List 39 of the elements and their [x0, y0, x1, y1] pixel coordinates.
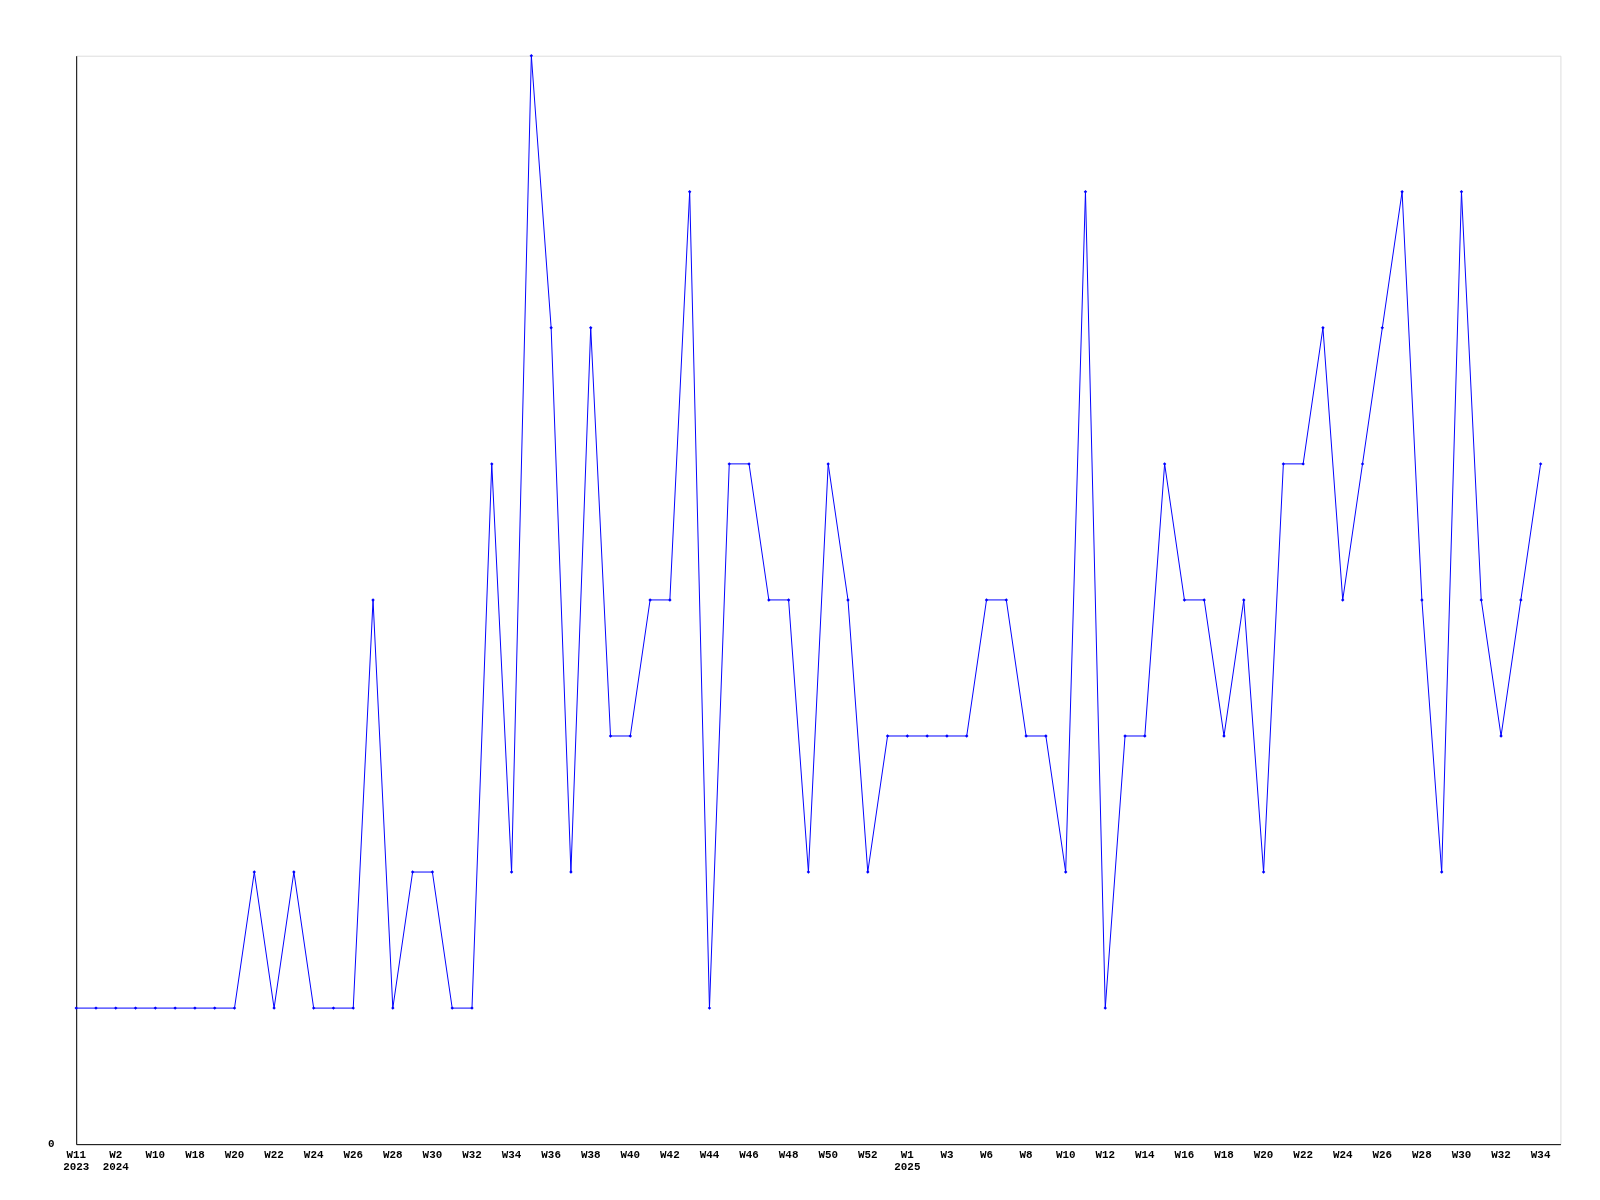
x-tick-label: W24 — [1332, 1148, 1353, 1161]
x-tick-label: W34 — [501, 1148, 522, 1161]
x-tick-label: W16 — [1174, 1148, 1195, 1161]
x-tick-label: W48 — [778, 1148, 799, 1161]
x-tick-label: W18 — [1214, 1148, 1234, 1161]
x-tick-label: W36 — [541, 1148, 561, 1161]
x-tick-label: W28 — [383, 1148, 403, 1161]
x-tick-label: W34 — [1530, 1148, 1551, 1161]
x-tick-label: W32 — [462, 1148, 482, 1161]
x-tick-label: W1 2025 — [894, 1148, 921, 1174]
x-tick-label: W20 — [1253, 1148, 1274, 1161]
x-tick-label: W10 — [145, 1148, 166, 1161]
x-tick-label: W40 — [620, 1148, 641, 1161]
x-tick-label: W14 — [1135, 1148, 1156, 1161]
x-tick-label: W42 — [660, 1148, 680, 1161]
x-tick-label: W26 — [1372, 1148, 1393, 1161]
x-tick-label: W11 2023 — [63, 1148, 90, 1174]
x-tick-label: W30 — [1451, 1148, 1472, 1161]
x-tick-label: W8 — [1019, 1148, 1033, 1161]
x-tick-label: W26 — [343, 1148, 364, 1161]
x-tick-label: W30 — [422, 1148, 443, 1161]
x-tick-label: W22 — [1293, 1148, 1313, 1161]
x-tick-label: W6 — [979, 1148, 994, 1161]
x-tick-label: W22 — [264, 1148, 284, 1161]
x-tick-label: W50 — [818, 1148, 838, 1161]
x-tick-label: W18 — [185, 1148, 205, 1161]
x-tick-label: W44 — [699, 1148, 720, 1161]
x-tick-label: W3 — [940, 1148, 954, 1161]
x-tick-label: W32 — [1491, 1148, 1511, 1161]
x-tick-label: W24 — [303, 1148, 324, 1161]
x-tick-label: W52 — [857, 1148, 878, 1161]
x-tick-label: W38 — [580, 1148, 601, 1161]
x-tick-label: W10 — [1055, 1148, 1076, 1161]
x-tick-label: W46 — [739, 1148, 759, 1161]
x-tick-label: W28 — [1412, 1148, 1432, 1161]
x-tick-label: W20 — [224, 1148, 245, 1161]
x-tick-label: W2 2024 — [102, 1148, 130, 1174]
text: 0 — [47, 1138, 55, 1151]
x-tick-label: W12 — [1095, 1148, 1116, 1161]
